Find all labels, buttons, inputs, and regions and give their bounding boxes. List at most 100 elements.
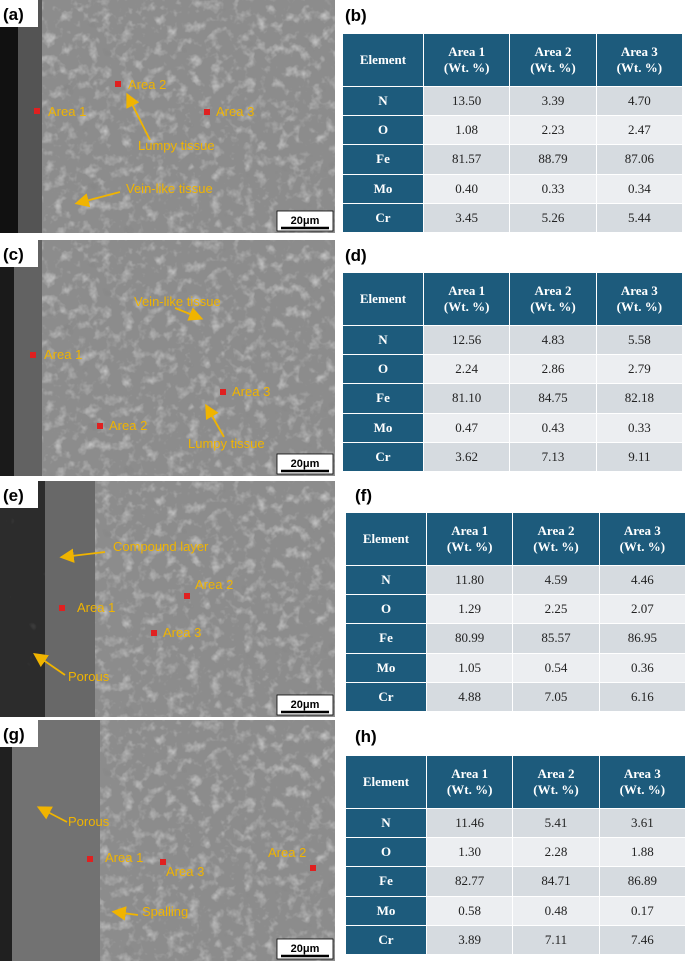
value-cell: 81.10 [422,383,511,414]
arrow [126,92,151,141]
arrow [74,191,121,208]
annotation: Area 1 [77,600,115,615]
element-cell: O [342,354,424,385]
header-cell: Element [342,272,424,326]
value-cell: 87.06 [595,144,684,175]
header-cell: Area 1 (Wt. %) [422,33,511,87]
scale-label: 20μm [291,215,320,227]
value-cell: 2.07 [598,594,685,625]
header-cell: Area 1 (Wt. %) [425,755,514,809]
value-cell: 5.44 [595,202,684,234]
value-cell: 5.26 [509,202,597,234]
area-marker [30,352,36,358]
area-marker [34,108,40,114]
value-cell: 2.24 [422,354,511,385]
scale-label: 20μm [291,699,320,711]
element-cell: Cr [345,924,427,956]
edge [0,0,18,233]
data-row: Mo 0.47 0.43 0.33 [342,412,684,443]
compound-layer [18,0,42,233]
header-cell: Area 2 (Wt. %) [512,755,600,809]
value-cell: 3.39 [509,85,597,117]
data-row: O 1.30 2.28 1.88 [345,837,685,868]
value-cell: 3.62 [422,441,511,473]
value-cell: 7.11 [512,924,600,956]
value-cell: 2.47 [595,115,684,146]
value-cell: 4.88 [425,681,514,713]
composition-table: Element Area 1 (Wt. %) Area 2 (Wt. %) Area … [342,33,684,234]
value-cell: 0.58 [425,895,514,926]
data-row: O 1.29 2.25 2.07 [345,594,685,625]
data-row: Cr 3.62 7.13 9.11 [342,441,684,473]
header-cell: Area 1 (Wt. %) [422,272,511,326]
area-marker [204,109,210,115]
header-row: Element Area 1 (Wt. %) Area 2 (Wt. %) Area … [342,272,684,326]
area-marker [115,81,121,87]
element-cell: Fe [342,144,424,175]
value-cell: 88.79 [509,144,597,175]
annotation: Area 2 [195,577,233,592]
element-cell: Cr [345,681,427,713]
annotation: Spalling [142,904,188,919]
annotation: Area 3 [163,625,201,640]
value-cell: 0.40 [422,173,511,204]
data-row: Mo 0.40 0.33 0.34 [342,173,684,204]
data-row: Fe 80.99 85.57 86.95 [345,623,685,654]
annotation: Area 2 [109,418,147,433]
data-row: Mo 0.58 0.48 0.17 [345,895,685,926]
sem-image: (g) Porous Area 1 Area 3 Area 2 Spalling 20μm [0,720,335,961]
value-cell: 4.59 [512,564,600,596]
header-cell: Area 1 (Wt. %) [425,512,514,566]
value-cell: 0.43 [509,412,597,443]
scale-box [276,938,334,960]
texture-dark [100,720,335,961]
data-row: Fe 82.77 84.71 86.89 [345,866,685,897]
annotation: Porous [68,669,110,684]
element-cell: Mo [342,412,424,443]
value-cell: 0.33 [595,412,684,443]
data-row: N 13.50 3.39 4.70 [342,85,684,117]
porous-texture [0,481,45,717]
area-marker [310,865,316,871]
header-cell: Area 3 (Wt. %) [595,33,684,87]
header-cell: Area 3 (Wt. %) [595,272,684,326]
composition-table: Element Area 1 (Wt. %) Area 2 (Wt. %) Area … [345,755,685,956]
sem-image: (a) Area 1 Area 2 Area 3 Lumpy tissue Vein-li… [0,0,335,233]
value-cell: 86.89 [598,866,685,897]
compound-layer [14,240,42,476]
value-cell: 1.30 [425,837,514,868]
data-row: N 11.80 4.59 4.46 [345,564,685,596]
compound-layer [12,720,100,961]
arrow [205,403,225,438]
texture-dark [42,240,335,476]
area-marker [151,630,157,636]
arrow [111,906,139,921]
value-cell: 0.47 [422,412,511,443]
data-row: Cr 3.45 5.26 5.44 [342,202,684,234]
value-cell: 2.86 [509,354,597,385]
value-cell: 3.61 [598,807,685,839]
value-cell: 85.57 [512,623,600,654]
header-cell: Area 2 (Wt. %) [509,272,597,326]
value-cell: 1.08 [422,115,511,146]
element-cell: Fe [345,623,427,654]
composition-table: Element Area 1 (Wt. %) Area 2 (Wt. %) Area … [342,272,684,473]
value-cell: 1.88 [598,837,685,868]
value-cell: 0.54 [512,652,600,683]
sem-image: (c) Area 1 Vein-like tissue Area 3 Lumpy tis… [0,240,335,476]
header-cell: Element [345,755,427,809]
element-cell: N [345,564,427,596]
annotation: Area 3 [232,384,270,399]
value-cell: 4.46 [598,564,685,596]
table-label: (f) [355,486,372,505]
annotation: Vein-like tissue [126,181,213,196]
annotation: Lumpy tissue [138,138,215,153]
data-row: Fe 81.57 88.79 87.06 [342,144,684,175]
element-cell: Mo [345,652,427,683]
value-cell: 12.56 [422,324,511,356]
value-cell: 5.58 [595,324,684,356]
arrow [33,652,66,676]
image-label: (g) [3,725,25,744]
value-cell: 6.16 [598,681,685,713]
